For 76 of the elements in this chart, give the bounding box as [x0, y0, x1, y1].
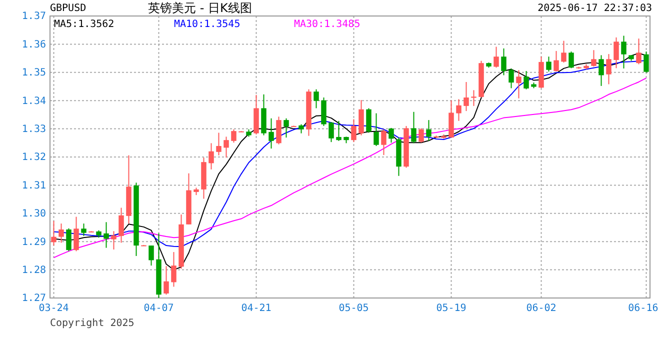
candlestick: [298, 124, 304, 134]
candlestick: [546, 56, 552, 72]
candlestick: [104, 222, 109, 248]
candlestick: [314, 88, 319, 109]
candlestick: [66, 228, 72, 252]
candlestick: [554, 50, 559, 72]
text: MA10:1.3545: [174, 19, 240, 30]
candlestick: [598, 54, 604, 86]
y-axis-title: GBPUSD: [50, 3, 86, 14]
candlestick: [224, 136, 229, 158]
candlestick: [456, 98, 462, 122]
y-tick-label: 1.30: [22, 208, 46, 220]
candlestick: [216, 132, 222, 156]
candlestick: [426, 120, 432, 142]
candlestick: [111, 230, 116, 250]
candlestick: [51, 220, 56, 246]
candlestick: [501, 48, 506, 76]
candlestick: [328, 122, 334, 143]
x-tick-label: 05-05: [338, 303, 369, 314]
candlestick: [284, 118, 289, 138]
y-tick-label: 1.35: [22, 68, 46, 79]
x-tick-label: 06-16: [628, 303, 658, 314]
candlestick: [268, 118, 274, 150]
y-tick-label: 1.36: [22, 39, 46, 50]
candlestick: [494, 46, 499, 68]
candlestick: [388, 127, 394, 144]
candlestick: [336, 120, 342, 142]
candlestick: [591, 50, 596, 67]
candlestick: [148, 245, 154, 266]
y-tick-label: 1.27: [22, 293, 46, 304]
y-tick-label: 1.29: [22, 236, 46, 248]
text: Copyright 2025: [50, 318, 134, 329]
candlestick: [411, 111, 416, 144]
candlestick: [374, 112, 379, 146]
candlestick: [614, 36, 619, 69]
candlestick: [81, 223, 86, 236]
x-tick-label: 03-24: [38, 303, 69, 314]
candlestick: [644, 51, 649, 74]
candlestick: [208, 142, 214, 170]
candlestick: [464, 81, 469, 112]
candlestick: [118, 207, 124, 244]
text: MA5:1.3562: [54, 19, 114, 30]
candlestick: [561, 40, 566, 64]
candlestick: [621, 35, 626, 69]
y-tick-label: 1.34: [22, 96, 46, 107]
candlestick: [516, 70, 522, 99]
text: MA30:1.3485: [294, 19, 360, 30]
candlestick: [418, 128, 424, 144]
candlestick: [471, 90, 476, 106]
candlestick: [508, 68, 514, 89]
y-tick-label: 1.32: [22, 152, 46, 164]
candlestick: [606, 54, 612, 85]
candlestick: [74, 216, 79, 252]
candlestick: [636, 38, 642, 65]
x-tick-label: 04-21: [241, 303, 272, 314]
candlestick: [171, 252, 176, 288]
candlestick: [231, 128, 236, 144]
y-tick-label: 1.31: [22, 180, 46, 192]
candlestick: [164, 266, 169, 296]
chart-title: 英镑美元 - 日K线图: [148, 1, 252, 15]
y-tick-label: 1.33: [22, 124, 46, 135]
candlestick: [276, 116, 282, 145]
text: 2025-06-17 22:37:03: [538, 3, 652, 14]
candlestick: [524, 70, 529, 90]
candlestick: [58, 223, 64, 244]
x-tick-label: 04-07: [144, 303, 174, 314]
x-tick-label: 05-19: [436, 303, 466, 314]
candlestick: [351, 118, 356, 143]
y-tick-label: 1.28: [22, 265, 46, 276]
x-tick-label: 06-02: [526, 303, 556, 314]
y-tick-label: 1.37: [22, 11, 46, 22]
candlestick: [568, 51, 574, 69]
candlestick: [321, 97, 326, 126]
candlestick: [366, 108, 372, 134]
candlestick: [358, 100, 364, 136]
candlestick: [381, 128, 386, 156]
